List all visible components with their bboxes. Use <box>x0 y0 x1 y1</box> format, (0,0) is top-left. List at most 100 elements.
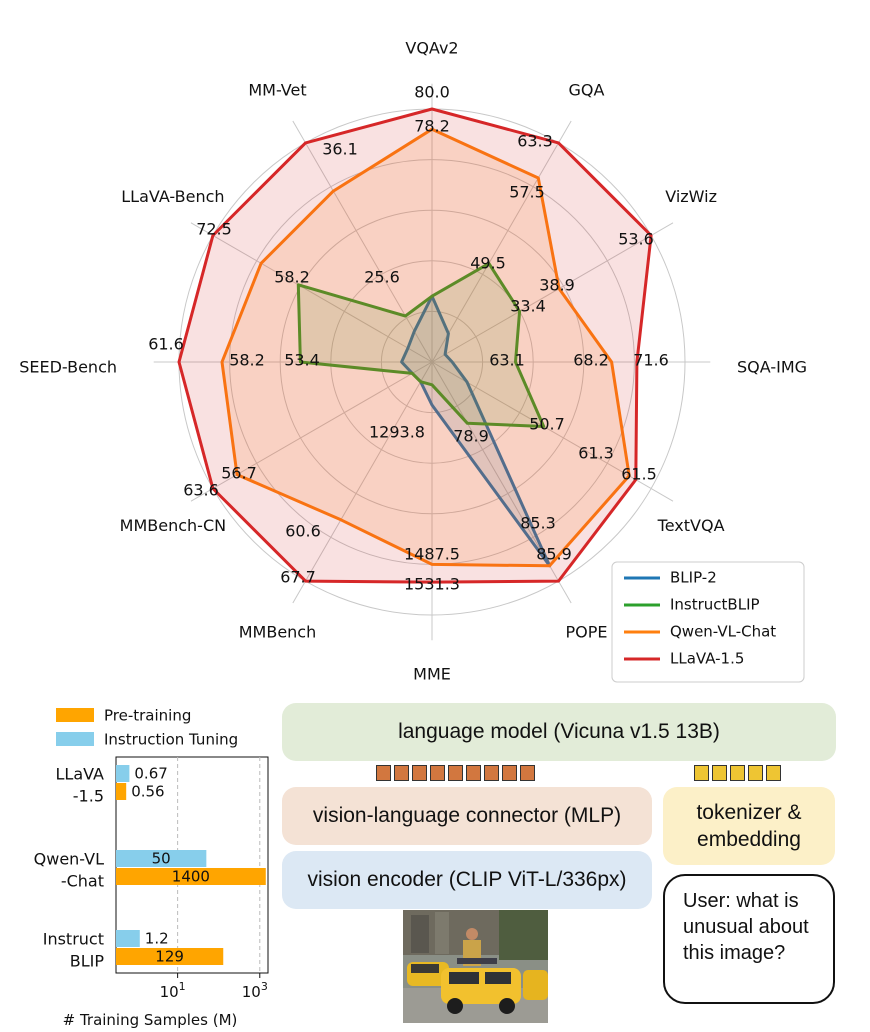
radar-chart: VQAv2 GQA VizWiz SQA-IMG TextVQA POPE MME MMBen… <box>19 39 807 684</box>
user-query-line-1: User: what is <box>683 890 799 912</box>
series-qwen-vl-chat-polygon <box>220 127 631 568</box>
text-token <box>748 765 763 781</box>
value-label-mme-1: 1487.5 <box>404 545 460 564</box>
text-token <box>712 765 727 781</box>
legend-label-blip-2: BLIP-2 <box>670 569 717 587</box>
bar-xtick-label-1e3: 103 <box>242 980 268 1001</box>
value-label-gqa-2: 49.5 <box>470 254 506 273</box>
user-query-line-3: this image? <box>683 942 786 964</box>
text-token <box>694 765 709 781</box>
bar-xtick-label-1e1: 101 <box>160 980 186 1001</box>
radar-spoke-mmbench <box>292 361 433 604</box>
user-query-line-2: unusual about <box>683 916 809 938</box>
value-label-pope-1: 85.3 <box>520 514 556 533</box>
value-label-vizwiz-0: 53.6 <box>618 230 654 249</box>
bar-legend-label-instruction-tuning: Instruction Tuning <box>104 731 238 749</box>
value-label-mmbench-cn-0: 63.6 <box>183 481 219 500</box>
vision-token <box>502 765 517 781</box>
radar-spoke-llava-bench <box>190 222 433 363</box>
value-label-llava-bench-0: 72.5 <box>196 220 232 239</box>
axis-label-mmbench-cn: MMBench-CN <box>120 516 226 535</box>
value-label-seed-bench-1: 58.2 <box>229 351 265 370</box>
tokenizer-label-line-2: embedding <box>697 828 801 851</box>
connector-label: vision-language connector (MLP) <box>312 804 622 827</box>
value-label-textvqa-2: 50.7 <box>529 415 565 434</box>
radar-spoke-gqa <box>431 120 572 363</box>
value-label-vqav2-1: 78.2 <box>414 117 450 136</box>
value-label-vizwiz-2: 33.4 <box>510 297 546 316</box>
axis-label-vqav2: VQAv2 <box>405 39 458 58</box>
value-label-mmbench-1: 60.6 <box>285 522 321 541</box>
axis-label-gqa: GQA <box>569 80 605 99</box>
legend-label-instructblip: InstructBLIP <box>670 596 760 614</box>
value-label-seed-bench-0: 61.6 <box>148 335 184 354</box>
bar-legend-label-pre-training: Pre-training <box>104 707 191 725</box>
bar-llava-1-5-pre-training <box>116 783 127 800</box>
axis-label-seed-bench: SEED-Bench <box>19 358 117 377</box>
value-label-textvqa-0: 61.5 <box>621 465 657 484</box>
bar-instruct-blip-pre-training <box>116 948 224 965</box>
radar-spoke-mm-vet <box>292 120 433 363</box>
axis-label-mme: MME <box>413 665 451 684</box>
bar-category-instruct-blip-line-1: Instruct <box>43 930 104 949</box>
vision-token <box>376 765 391 781</box>
vision-token <box>448 765 463 781</box>
bar-qwen-vl-chat-pre-training <box>116 868 266 885</box>
value-label-gqa-0: 63.3 <box>517 132 553 151</box>
axis-label-mm-vet: MM-Vet <box>248 80 306 99</box>
series-instructblip-polygon <box>296 261 546 428</box>
bar-label-qwen-vl-chat-pre-training: 1400 <box>172 868 210 886</box>
vision-token <box>412 765 427 781</box>
text-token-row <box>694 765 781 781</box>
user-query-bubble: User: what is unusual about this image? <box>663 874 835 1004</box>
bar-category-llava-1-5-line-1: LLaVA <box>56 765 105 784</box>
value-label-gqa-1: 57.5 <box>509 183 545 202</box>
value-label-sqa-img-2: 63.1 <box>489 351 525 370</box>
bar-label-instruct-blip-pre-training: 129 <box>155 948 184 966</box>
value-label-sqa-img-0: 71.6 <box>633 351 669 370</box>
value-label-mm-vet-1: 25.6 <box>364 268 400 287</box>
bar-legend-swatch-pre-training <box>56 708 94 722</box>
value-label-vizwiz-1: 38.9 <box>539 276 575 295</box>
bar-category-instruct-blip-line-2: BLIP <box>70 952 105 971</box>
vision-token <box>466 765 481 781</box>
legend-label-qwen-vl-chat: Qwen-VL-Chat <box>670 623 776 641</box>
text-token <box>730 765 745 781</box>
value-label-sqa-img-1: 68.2 <box>573 351 609 370</box>
vision-language-connector-box: vision-language connector (MLP) <box>282 787 652 845</box>
vision-encoder-label: vision encoder (CLIP ViT-L/336px) <box>307 868 627 891</box>
axis-label-vizwiz: VizWiz <box>665 187 717 206</box>
axis-label-sqa-img: SQA-IMG <box>737 358 807 377</box>
language-model-box: language model (Vicuna v1.5 13B) <box>282 703 836 761</box>
text-token <box>766 765 781 781</box>
radar-spoke-mmbench-cn <box>190 361 433 502</box>
value-label-mme-0: 1531.3 <box>404 575 460 594</box>
value-label-mme-2: 1293.8 <box>369 423 425 442</box>
value-label-pope-0: 85.9 <box>536 545 572 564</box>
axis-label-llava-bench: LLaVA-Bench <box>121 187 224 206</box>
axis-label-pope: POPE <box>566 623 608 642</box>
vision-token <box>394 765 409 781</box>
bar-category-qwen-vl-chat-line-2: -Chat <box>61 872 104 891</box>
bar-qwen-vl-chat-instruction-tuning <box>116 850 207 867</box>
bar-label-llava-1-5-instruction-tuning: 0.67 <box>134 765 167 783</box>
bar-llava-1-5-instruction-tuning <box>116 765 130 782</box>
bar-legend-swatch-instruction-tuning <box>56 732 94 746</box>
vision-token <box>520 765 535 781</box>
bar-label-llava-1-5-pre-training: 0.56 <box>131 783 164 801</box>
bar-label-instruct-blip-instruction-tuning: 1.2 <box>145 930 169 948</box>
bar-category-llava-1-5-line-2: -1.5 <box>73 787 104 806</box>
value-label-textvqa-1: 61.3 <box>578 444 614 463</box>
taxi-photo-illustration <box>403 910 548 1023</box>
value-label-extra-0: 78.9 <box>453 427 489 446</box>
value-label-seed-bench-2: 53.4 <box>284 351 320 370</box>
tokenizer-label-line-1: tokenizer & <box>696 801 802 824</box>
bar-label-qwen-vl-chat-instruction-tuning: 50 <box>152 850 171 868</box>
language-model-label: language model (Vicuna v1.5 13B) <box>398 720 720 743</box>
axis-label-textvqa: TextVQA <box>657 516 725 535</box>
tokenizer-embedding-box: tokenizer & embedding <box>663 787 835 865</box>
radar-legend: BLIP-2 InstructBLIP Qwen-VL-Chat LLaVA-1.5 <box>611 561 805 683</box>
bar-category-qwen-vl-chat-line-1: Qwen-VL <box>34 850 104 869</box>
vision-token <box>430 765 445 781</box>
